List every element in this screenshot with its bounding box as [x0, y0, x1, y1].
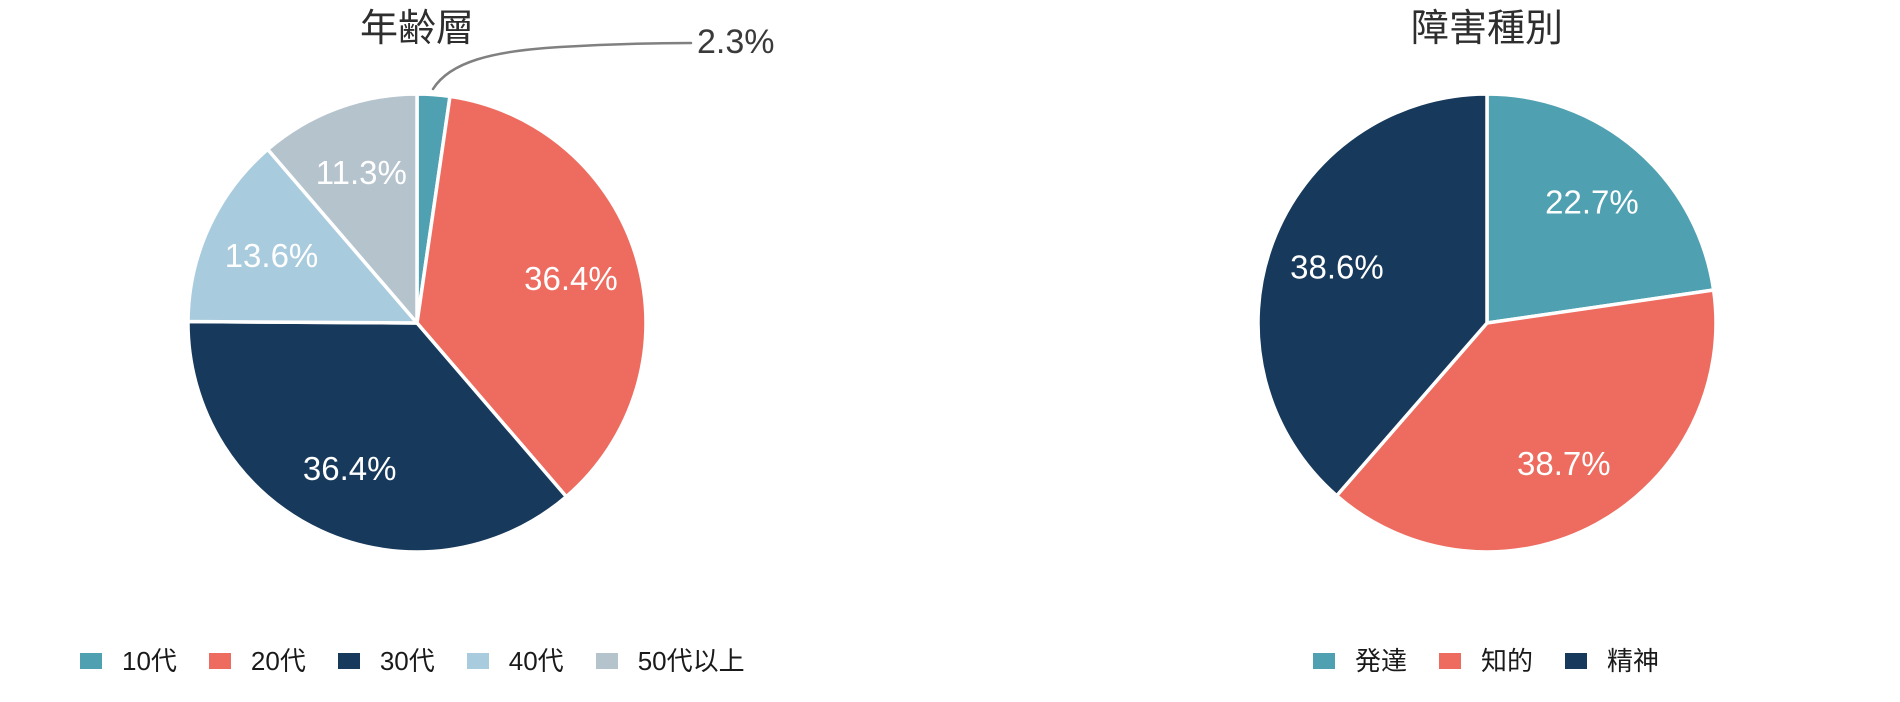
legend-label-20代: 20代 [250, 646, 306, 676]
legend-swatch-知的 [1439, 653, 1462, 669]
legend-item-知的: 知的 [1439, 648, 1533, 674]
legend-item-30代: 30代 [337, 646, 435, 676]
age-chart-title: 年齢層 [359, 8, 475, 50]
pie-slice-30代 [186, 319, 569, 554]
pie-1: 22.7% 38.7% 38.6% [1256, 92, 1718, 554]
disability-chart-legend: 発達 知的 精神 [1313, 648, 1659, 674]
pie-slice-40代 [186, 147, 419, 325]
pie-slice-50代以上 [265, 92, 419, 325]
legend-swatch-精神 [1565, 653, 1588, 669]
pie-label-10代: 2.3% [697, 23, 775, 61]
pie-label-30代: 36.4% [303, 450, 397, 487]
legend-item-40代: 40代 [466, 646, 564, 676]
pie-slice-精神 [1256, 92, 1489, 498]
legend-swatch-10代 [80, 653, 102, 669]
callout-leader-line [431, 41, 693, 91]
legend-label-精神: 精神 [1607, 646, 1660, 676]
legend-item-精神: 精神 [1565, 648, 1659, 674]
legend-swatch-発達 [1313, 653, 1335, 669]
pie-label-発達: 22.7% [1545, 183, 1639, 220]
age-chart-legend: 10代 20代 30代 40代 50代以上 [80, 648, 745, 674]
pie-label-40代: 13.6% [225, 237, 319, 274]
pie-0: 2.3% 36.4% 36.4% 13.6% 11.3% [186, 23, 775, 554]
legend-swatch-20代 [208, 653, 231, 669]
legend-label-発達: 発達 [1355, 646, 1408, 676]
legend-label-10代: 10代 [122, 646, 177, 676]
pie-label-精神: 38.6% [1290, 248, 1384, 285]
pie-slice-20代 [415, 94, 648, 499]
legend-swatch-40代 [466, 653, 489, 669]
legend-label-50代以上: 50代以上 [637, 646, 745, 676]
pie-label-知的: 38.7% [1517, 445, 1611, 482]
pie-label-50代以上: 11.3% [316, 154, 407, 191]
pie-label-20代: 36.4% [524, 260, 618, 297]
disability-chart-title: 障害種別 [1410, 8, 1564, 50]
legend-swatch-30代 [337, 653, 360, 669]
legend-label-知的: 知的 [1481, 646, 1534, 676]
legend-item-50代以上: 50代以上 [595, 646, 745, 676]
legend-item-20代: 20代 [208, 646, 306, 676]
legend-item-発達: 発達 [1313, 648, 1407, 674]
legend-item-10代: 10代 [80, 648, 177, 674]
legend-swatch-50代以上 [595, 653, 618, 669]
pie-slice-発達 [1485, 92, 1716, 325]
legend-label-30代: 30代 [379, 646, 435, 676]
pie-slice-知的 [1334, 288, 1718, 554]
legend-label-40代: 40代 [508, 646, 564, 676]
